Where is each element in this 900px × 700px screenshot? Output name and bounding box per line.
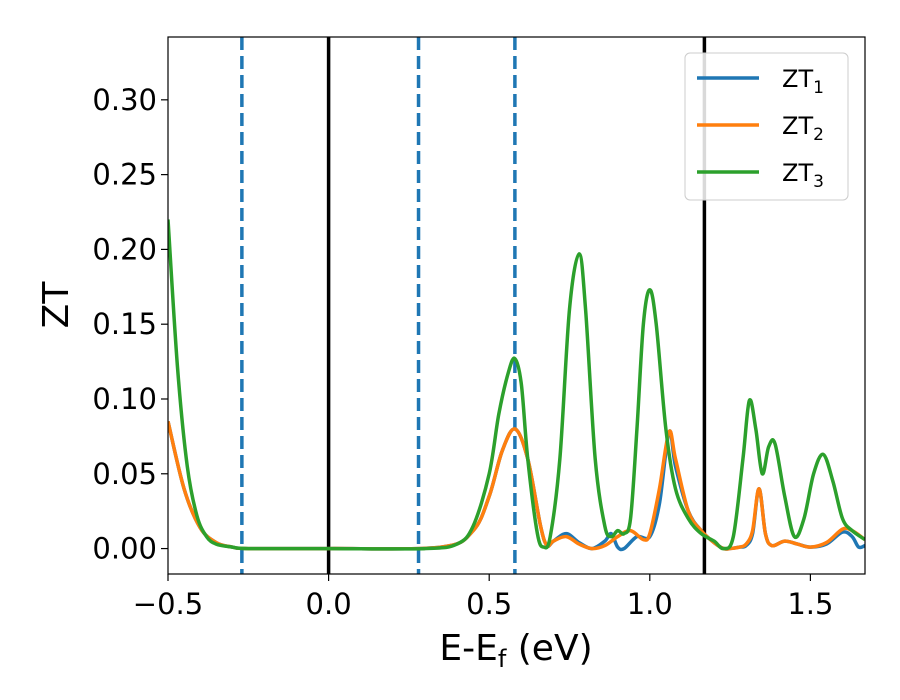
x-tick-label: 0.5 [466,587,512,621]
y-tick-label: 0.05 [92,457,157,491]
y-tick-label: 0.25 [92,158,157,192]
x-tick-label: 0.0 [306,587,352,621]
legend-label-zt2: ZT2 [782,112,824,145]
x-tick-label: 1.0 [627,587,673,621]
y-axis-label: ZT [36,281,77,329]
y-tick-label: 0.20 [92,232,157,266]
y-axis-ticks: 0.00 0.05 0.10 0.15 0.20 0.25 0.30 [92,83,168,566]
x-axis-ticks: −0.5 0.0 0.5 1.0 1.5 [133,574,833,621]
legend: ZT1 ZT2 ZT3 [684,52,849,201]
legend-box [684,52,849,201]
series-lines [168,219,865,552]
y-tick-label: 0.15 [92,307,157,341]
y-tick-label: 0.30 [92,83,157,117]
y-tick-label: 0.10 [92,382,157,416]
y-tick-label: 0.00 [92,532,157,566]
x-tick-label: −0.5 [133,587,203,621]
plot-frame [167,36,866,575]
x-axis-label: E-Ef (eV) [439,628,592,673]
x-tick-label: 1.5 [787,587,833,621]
legend-label-zt3: ZT3 [782,159,824,192]
series-line-zt3 [168,219,865,551]
legend-label-zt1: ZT1 [782,65,824,98]
